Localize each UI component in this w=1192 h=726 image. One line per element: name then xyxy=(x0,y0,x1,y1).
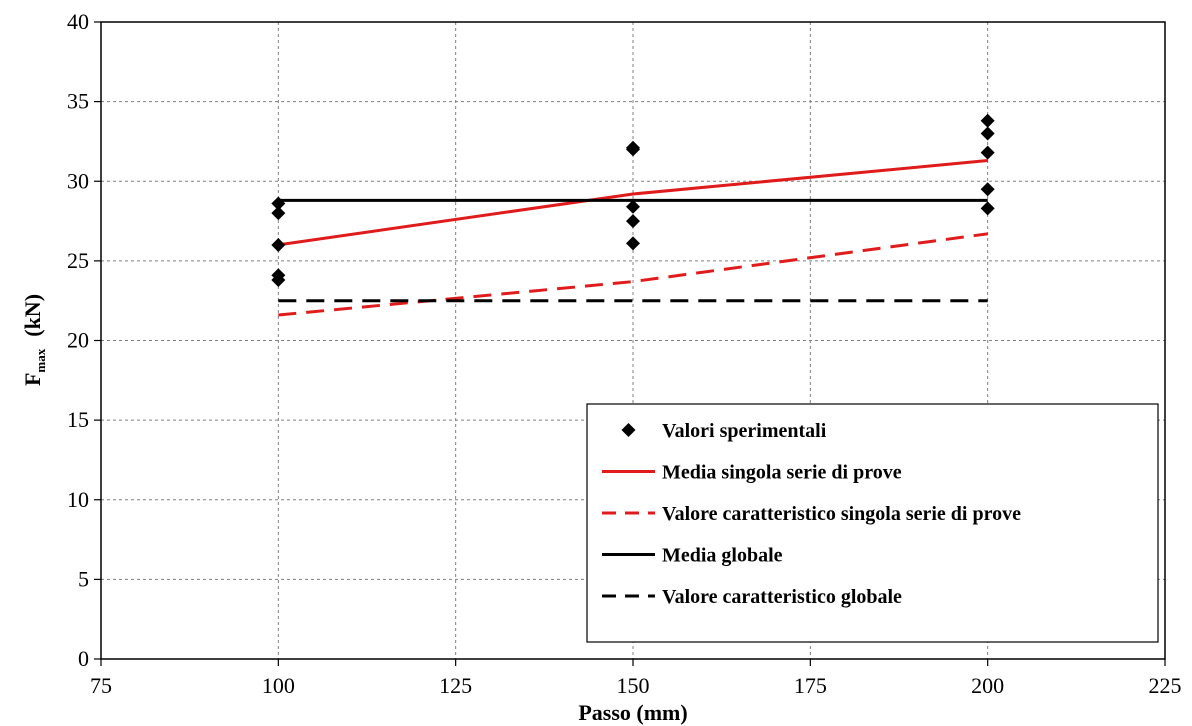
data-point xyxy=(980,145,995,160)
y-tick-label: 35 xyxy=(67,89,89,114)
y-tick-label: 15 xyxy=(67,407,89,432)
legend-label-valore-caratteristico-singola-serie-di-prove: Valore caratteristico singola serie di p… xyxy=(662,503,1021,525)
data-point xyxy=(626,214,640,229)
legend-label-media-globale: Media globale xyxy=(662,545,783,567)
x-tick-label: 150 xyxy=(617,673,650,698)
data-point xyxy=(271,268,286,283)
data-point xyxy=(626,140,640,155)
data-point xyxy=(980,126,995,141)
data-point xyxy=(271,237,286,252)
x-tick-label: 75 xyxy=(90,673,112,698)
y-tick-label: 30 xyxy=(67,168,89,193)
legend-box xyxy=(586,403,1159,643)
legend-label-media-singola-serie-di-prove: Media singola serie di prove xyxy=(662,462,902,484)
x-axis-title: Passo (mm) xyxy=(578,700,687,725)
data-point xyxy=(980,182,995,197)
y-tick-label: 40 xyxy=(67,9,89,34)
axes: 0 5 10 15 20 25 30 35 40 75 100 125 150 175 200 225 xyxy=(67,9,1182,698)
y-axis-title-unit: (kN) xyxy=(20,294,45,337)
y-tick-label: 5 xyxy=(78,566,89,591)
data-point xyxy=(626,199,640,214)
data-point xyxy=(271,206,286,221)
x-tick-label: 225 xyxy=(1149,673,1182,698)
y-tick-label: 0 xyxy=(78,646,89,671)
y-axis-title: Fmax (kN) xyxy=(20,294,48,386)
series xyxy=(271,113,995,317)
data-point xyxy=(626,236,640,251)
x-tick-label: 125 xyxy=(439,673,472,698)
data-point xyxy=(980,201,995,216)
series-line-media-singola-serie-di-prove xyxy=(278,159,988,247)
x-tick-label: 175 xyxy=(794,673,827,698)
x-tick-label: 100 xyxy=(262,673,295,698)
svg-text:Fmax(kN): Fmax (kN) xyxy=(20,294,48,386)
data-point xyxy=(271,196,286,211)
y-axis-title-main: F xyxy=(20,373,45,386)
data-point xyxy=(980,113,995,128)
legend-label-valore-caratteristico-globale: Valore caratteristico globale xyxy=(662,586,902,608)
legend: Valori sperimentali Media singola serie d… xyxy=(586,403,1159,643)
y-tick-label: 20 xyxy=(67,328,89,353)
legend-marker-valori-sperimentali xyxy=(621,423,636,437)
y-tick-label: 10 xyxy=(67,487,89,512)
legend-label-valori-sperimentali: Valori sperimentali xyxy=(662,420,827,442)
y-axis-title-sub: max xyxy=(33,348,48,372)
y-tick-label: 25 xyxy=(67,248,89,273)
series-line-valore-caratteristico-singola-serie-di-prove xyxy=(278,232,988,317)
x-tick-label: 200 xyxy=(971,673,1004,698)
